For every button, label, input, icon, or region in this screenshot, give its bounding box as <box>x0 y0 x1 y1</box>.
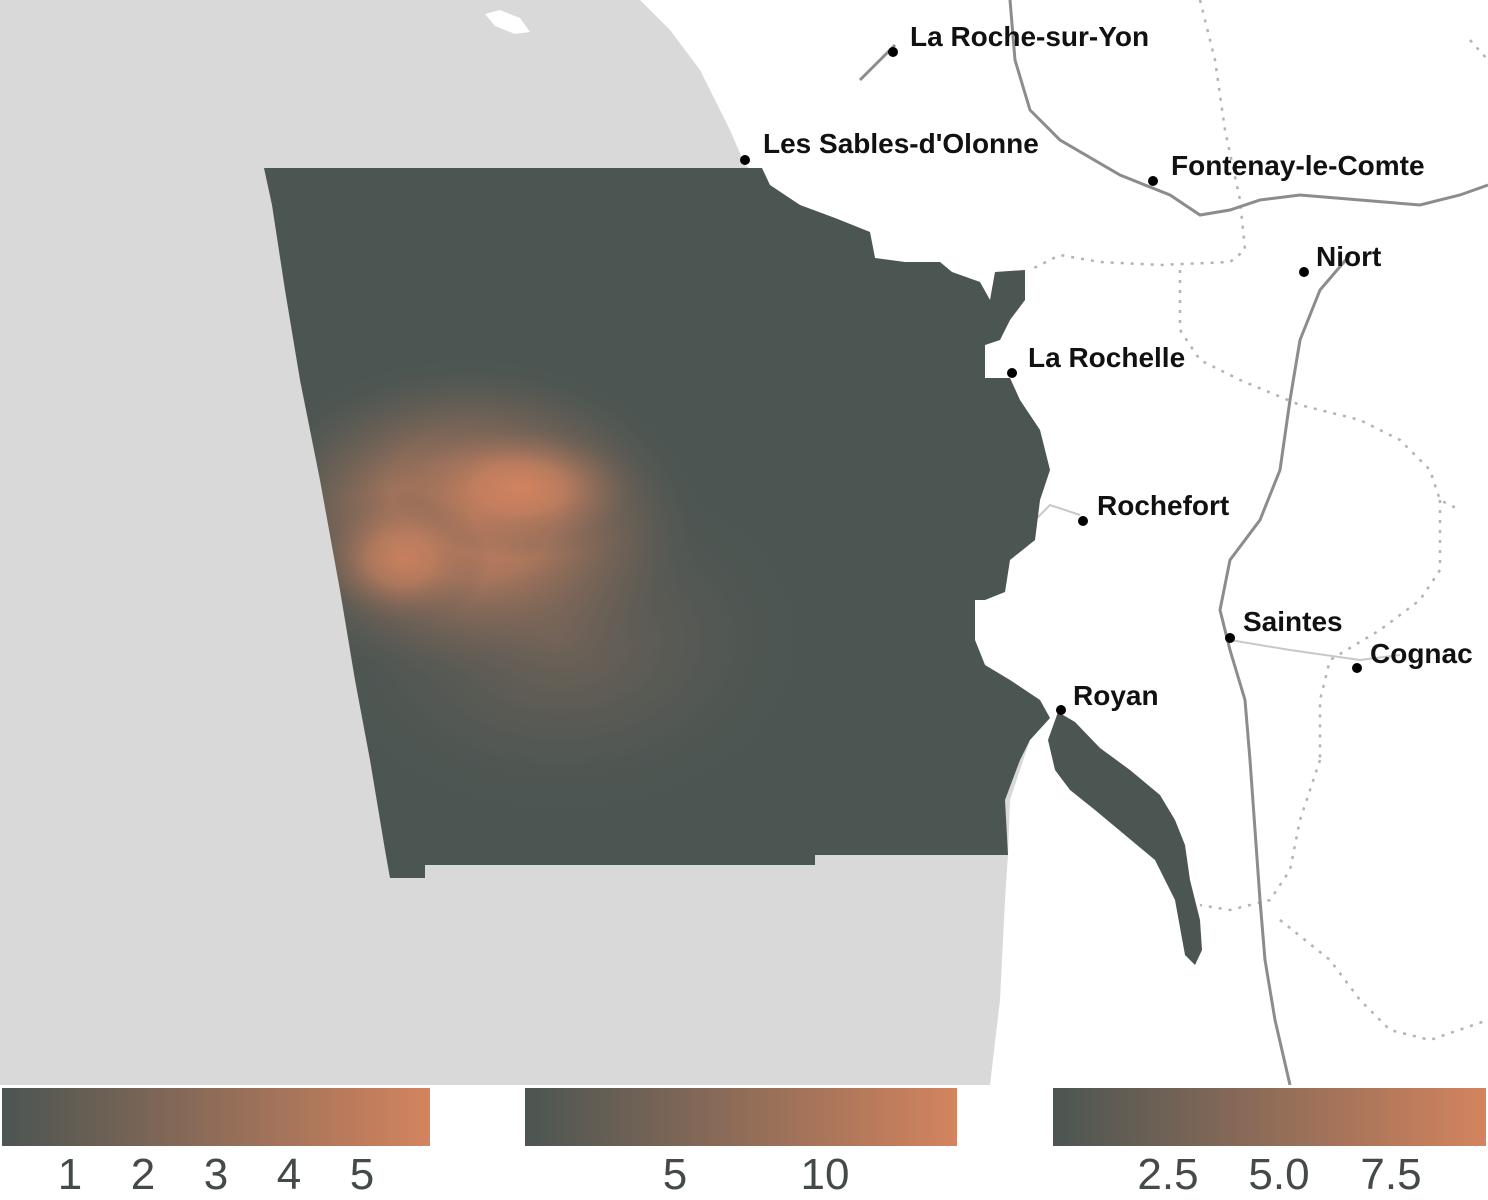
colorbar-2-tick: 10 <box>800 1150 850 1199</box>
boundary-lines <box>1029 0 1488 1042</box>
city-label-niort: Niort <box>1316 241 1381 272</box>
city-label-la-roche-sur-yon: La Roche-sur-Yon <box>910 21 1149 52</box>
map-canvas: La Roche-sur-Yon Les Sables-d'Olonne Fonte… <box>0 0 1488 1085</box>
estuary <box>1180 960 1250 1085</box>
city-label-la-rochelle: La Rochelle <box>1028 342 1185 373</box>
city-marker-rochefort <box>1078 516 1088 526</box>
colorbar-3-tick: 2.5 <box>1137 1150 1199 1199</box>
city-marker-saintes <box>1225 633 1235 643</box>
city-label-cognac: Cognac <box>1370 638 1473 669</box>
city-marker-niort <box>1299 267 1309 277</box>
model-field <box>264 168 1050 878</box>
colorbar-2: 5 10 <box>525 1088 957 1200</box>
city-marker-fontenay-le-comte <box>1148 176 1158 186</box>
colorbar-3-gradient <box>1053 1088 1486 1146</box>
island-south <box>1014 985 1032 1065</box>
colorbar-3-tick: 7.5 <box>1360 1150 1422 1199</box>
land-area <box>640 0 1488 1085</box>
colorbar-2-gradient <box>525 1088 957 1146</box>
colorbar-2-tick: 5 <box>662 1150 688 1199</box>
colorbar-1-tick: 4 <box>276 1150 302 1199</box>
colorbar-3-tick: 5.0 <box>1248 1150 1310 1199</box>
city-marker-royan <box>1056 705 1066 715</box>
colorbar-1-tick: 1 <box>57 1150 83 1199</box>
minor-roads <box>1034 503 1401 662</box>
city-label-les-sables-d-olonne: Les Sables-d'Olonne <box>763 128 1039 159</box>
city-marker-la-rochelle <box>1007 368 1017 378</box>
city-marker-les-sables-d-olonne <box>740 155 750 165</box>
colorbar-1-gradient <box>2 1088 430 1146</box>
city-label-royan: Royan <box>1073 680 1159 711</box>
colorbar-1-tick: 3 <box>203 1150 229 1199</box>
colorbar-1-tick: 5 <box>349 1150 375 1199</box>
city-label-fontenay-le-comte: Fontenay-le-Comte <box>1171 150 1425 181</box>
model-field-estuary <box>1048 712 1202 965</box>
city-label-rochefort: Rochefort <box>1097 490 1229 521</box>
colorbar-1-tick: 2 <box>130 1150 156 1199</box>
island-yeu <box>485 10 530 34</box>
colorbar-3: 2.5 5.0 7.5 <box>1053 1088 1486 1200</box>
city-label-saintes: Saintes <box>1243 606 1343 637</box>
city-marker-la-roche-sur-yon <box>888 47 898 57</box>
city-layer: La Roche-sur-Yon Les Sables-d'Olonne Fonte… <box>740 21 1473 715</box>
city-marker-cognac <box>1352 663 1362 673</box>
